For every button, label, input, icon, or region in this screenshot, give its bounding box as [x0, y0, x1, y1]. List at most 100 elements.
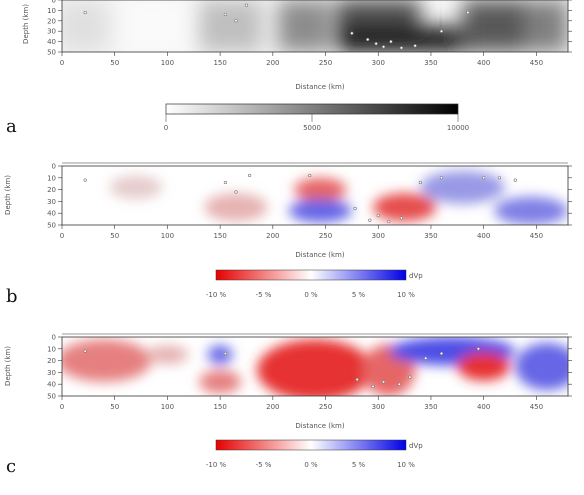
- event-marker: [389, 39, 393, 44]
- x-tick-label: 150: [213, 59, 226, 67]
- anomaly-blob: [372, 193, 437, 222]
- panel-a-cbar-tick: 10000: [447, 124, 469, 132]
- panel-c-cbar-tick: -10 %: [206, 461, 227, 469]
- event-marker: [374, 42, 378, 46]
- x-tick-label: 0: [60, 232, 64, 240]
- panel-a-colorbar: 0 5000 10000: [164, 103, 469, 132]
- panel-a-heatmap: 0 50 100 150 200 250 300 350 400 450 0 10 20 30 40 50: [47, 0, 572, 67]
- y-tick-label: 40: [47, 210, 56, 218]
- y-tick-label: 30: [47, 369, 56, 377]
- heatmap-cell: [336, 0, 421, 32]
- heatmap-field: [62, 0, 568, 52]
- x-tick-label: 150: [213, 403, 226, 411]
- event-marker: [408, 375, 412, 379]
- panel-c-cbar-unit: dVp: [409, 442, 423, 450]
- panel-b: Depth (km) Distance (km) 0 50 100 150 200 250…: [4, 163, 572, 299]
- x-tick-label: 450: [530, 59, 543, 67]
- panel-b-cbar-tick: 0 %: [304, 291, 318, 299]
- x-tick-label: 300: [372, 403, 385, 411]
- panel-c: Depth (km) Distance (km) 0 50 100 150 200 250…: [4, 334, 572, 469]
- panel-a-cbar-tick: 0: [164, 124, 168, 132]
- panel-b-cbar-tick: 10 %: [397, 291, 415, 299]
- x-tick-label: 450: [530, 232, 543, 240]
- anomaly-blob: [62, 339, 152, 382]
- x-tick-label: 50: [110, 59, 119, 67]
- panel-b-cbar-unit: dVp: [409, 272, 423, 280]
- x-tick-label: 300: [372, 59, 385, 67]
- heatmap-cell: [525, 0, 568, 52]
- anomaly-blob: [457, 352, 511, 381]
- x-tick-label: 0: [60, 403, 64, 411]
- heatmap-cell: [278, 0, 331, 52]
- heatmap-cell: [336, 27, 463, 52]
- x-tick-label: 150: [213, 232, 226, 240]
- event-marker: [355, 377, 359, 382]
- event-marker: [308, 173, 312, 178]
- event-marker: [223, 12, 227, 17]
- event-marker: [466, 10, 470, 15]
- y-tick-label: 20: [47, 357, 56, 365]
- event-marker: [439, 176, 444, 180]
- panel-label-c: c: [6, 456, 17, 477]
- x-tick-label: 50: [110, 232, 119, 240]
- event-marker: [83, 10, 87, 15]
- anomaly-blob: [288, 199, 352, 223]
- panel-c-cbar-tick: -5 %: [256, 461, 272, 469]
- event-marker: [424, 356, 428, 360]
- event-marker: [244, 3, 249, 7]
- heatmap-cell: [199, 0, 263, 52]
- x-tick-label: 250: [319, 403, 332, 411]
- panel-c-cbar-tick: 0 %: [304, 461, 318, 469]
- event-marker: [413, 44, 417, 48]
- y-tick-label: 10: [47, 7, 56, 15]
- event-marker: [399, 216, 404, 220]
- panel-c-colorbar: dVp -10 % -5 % 0 % 5 % 10 %: [206, 439, 423, 469]
- event-marker: [497, 176, 502, 180]
- panel-c-colorbar-scale: [215, 439, 407, 451]
- panel-b-ylabel: Depth (km): [4, 175, 12, 215]
- x-tick-label: 100: [161, 59, 174, 67]
- event-marker: [439, 29, 444, 33]
- y-tick-label: 50: [47, 222, 56, 230]
- panel-c-cbar-tick: 5 %: [352, 461, 366, 469]
- x-tick-label: 200: [266, 403, 279, 411]
- x-tick-label: 450: [530, 403, 543, 411]
- x-tick-label: 400: [477, 232, 490, 240]
- anomaly-blob: [515, 342, 568, 391]
- anomaly-blob: [494, 196, 568, 225]
- event-marker: [513, 178, 517, 182]
- y-tick-label: 40: [47, 38, 56, 46]
- panel-a-cbar-tick: 5000: [303, 124, 321, 132]
- y-tick-label: 30: [47, 198, 56, 206]
- x-tick-label: 400: [477, 403, 490, 411]
- panel-label-a: a: [6, 116, 17, 137]
- event-marker: [223, 351, 227, 356]
- panel-b-cbar-tick: -10 %: [206, 291, 227, 299]
- x-tick-label: 400: [477, 59, 490, 67]
- anomaly-blob: [420, 170, 505, 204]
- x-tick-label: 250: [319, 232, 332, 240]
- anomaly-blob: [146, 345, 189, 365]
- event-marker: [418, 180, 423, 185]
- x-tick-label: 100: [161, 232, 174, 240]
- y-tick-label: 0: [52, 334, 56, 342]
- event-marker: [399, 46, 404, 50]
- event-marker: [366, 37, 370, 42]
- panel-b-heatmap: 0 50 100 150 200 250 300 350 400 450 0 10 20 30 40 50: [47, 163, 572, 240]
- y-tick-label: 50: [47, 393, 56, 401]
- heatmap-field: [62, 337, 568, 396]
- y-tick-label: 30: [47, 28, 56, 36]
- event-marker: [397, 382, 401, 386]
- event-marker: [350, 31, 354, 35]
- anomaly-blob: [257, 339, 373, 396]
- panel-a-ylabel: Depth (km): [22, 4, 30, 44]
- y-tick-label: 40: [47, 381, 56, 389]
- panel-c-heatmap: 0 50 100 150 200 250 300 350 400 450 0 10 20 30 40 50: [47, 334, 572, 411]
- event-marker: [83, 349, 87, 353]
- x-tick-label: 0: [60, 59, 64, 67]
- event-marker: [248, 173, 252, 178]
- anomaly-blob: [109, 175, 163, 200]
- x-tick-label: 350: [424, 403, 437, 411]
- heatmap-cell: [125, 0, 189, 52]
